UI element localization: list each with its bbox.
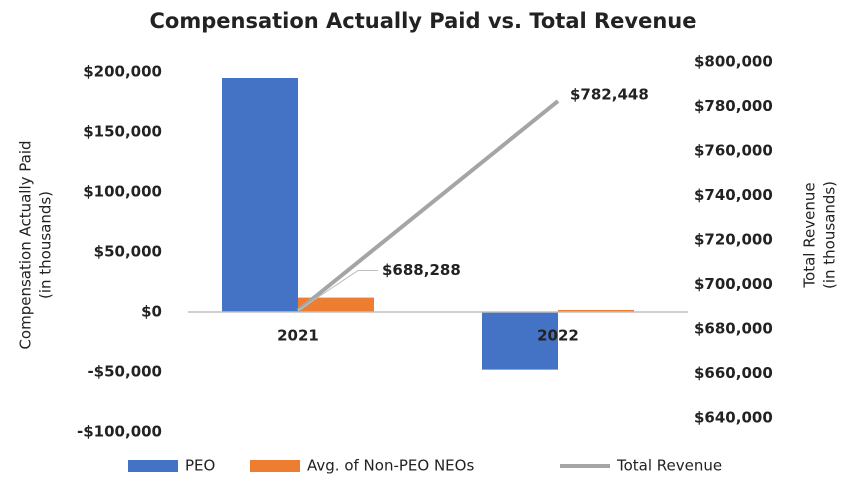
y2-tick-label: $740,000: [694, 186, 773, 204]
legend-swatch: [128, 460, 178, 472]
chart-title: Compensation Actually Paid vs. Total Rev…: [150, 9, 697, 33]
bar: [558, 309, 634, 312]
legend-label: Total Revenue: [616, 457, 722, 475]
y-axis-title-line: (in thousands): [37, 191, 55, 299]
y2-tick-label: $660,000: [694, 364, 773, 382]
bar: [482, 312, 558, 370]
y2-tick-label: $780,000: [694, 97, 773, 115]
leader-line: [297, 270, 378, 311]
y-tick-label: $50,000: [94, 243, 162, 261]
legend-label: Avg. of Non-PEO NEOs: [307, 457, 474, 475]
y-tick-label: $100,000: [83, 183, 162, 201]
x-tick-label: 2022: [537, 327, 579, 345]
y-tick-label: $150,000: [83, 123, 162, 141]
data-label: $688,288: [382, 261, 461, 279]
y2-tick-label: $680,000: [694, 320, 773, 338]
legend-swatch: [250, 460, 300, 472]
line: [296, 99, 560, 313]
y2-axis-title-line: Total Revenue: [801, 182, 819, 288]
y2-tick-label: $640,000: [694, 409, 773, 427]
y-tick-label: -$50,000: [87, 363, 162, 381]
y2-axis-title-line: (in thousands): [821, 181, 839, 289]
y2-axis-title: Total Revenue (in thousands): [801, 181, 839, 289]
y2-tick-label: $800,000: [694, 53, 773, 71]
x-tick-label: 2021: [277, 327, 319, 345]
legend-label: PEO: [185, 457, 215, 475]
data-label: $782,448: [570, 86, 649, 104]
bar: [298, 297, 374, 312]
y-tick-label: $0: [141, 303, 162, 321]
y2-tick-label: $760,000: [694, 142, 773, 160]
y-axis-title-line: Compensation Actually Paid: [17, 140, 35, 349]
y2-tick-label: $700,000: [694, 275, 773, 293]
y2-tick-label: $720,000: [694, 231, 773, 249]
y-tick-label: $200,000: [83, 63, 162, 81]
y-tick-label: -$100,000: [77, 423, 162, 441]
bar: [222, 78, 298, 312]
y-axis-title: Compensation Actually Paid (in thousands…: [17, 140, 55, 349]
